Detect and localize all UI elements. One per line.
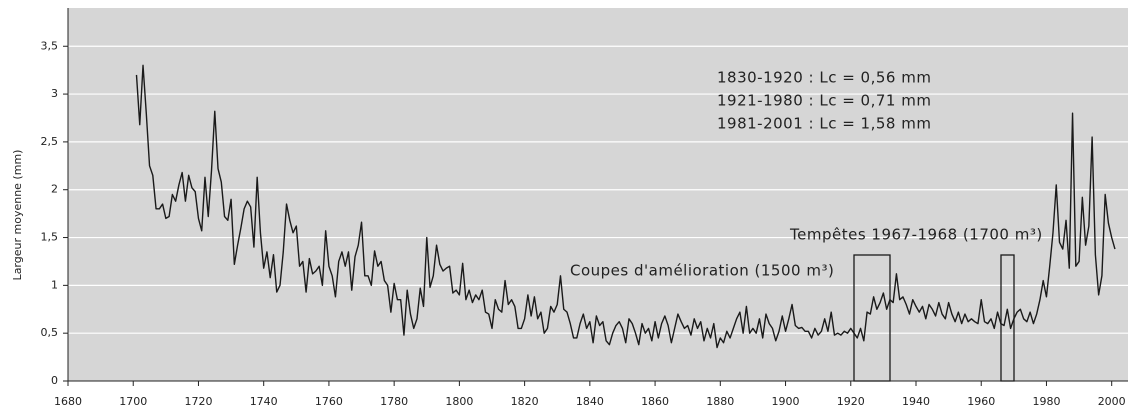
x-tick-label: 1720 (184, 395, 212, 408)
x-tick-label: 1760 (315, 395, 343, 408)
y-tick-label: 0,5 (41, 326, 59, 339)
x-tick-label: 1780 (380, 395, 408, 408)
x-tick-label: 1700 (119, 395, 147, 408)
x-tick-label: 1840 (576, 395, 604, 408)
y-tick-label: 3 (51, 87, 58, 100)
x-tick-label: 1900 (772, 395, 800, 408)
data-line (135, 64, 1116, 349)
y-tick-label: 2,5 (41, 135, 59, 148)
annotation: Coupes d'amélioration (1500 m³) (570, 262, 834, 280)
x-tick-label: 1920 (837, 395, 865, 408)
x-tick-label: 1980 (1032, 395, 1060, 408)
y-tick-label: 3,5 (41, 39, 59, 52)
x-tick-label: 1960 (967, 395, 995, 408)
x-tick-label: 1680 (54, 395, 82, 408)
x-tick-label: 1740 (250, 395, 278, 408)
y-tick-label: 0 (51, 374, 58, 387)
x-tick-label: 1800 (445, 395, 473, 408)
plot-background (68, 8, 1128, 381)
y-tick-label: 1 (51, 278, 58, 291)
x-tick-label: 1820 (511, 395, 539, 408)
y-tick-label: 1,5 (41, 231, 59, 244)
annotation: 1830-1920 : Lc = 0,56 mm (717, 69, 931, 87)
x-tick-label: 1860 (641, 395, 669, 408)
y-axis-label: Largeur moyenne (mm) (11, 150, 24, 281)
annotation: 1921-1980 : Lc = 0,71 mm (717, 92, 931, 110)
annotation: Tempêtes 1967-1968 (1700 m³) (789, 226, 1043, 244)
x-tick-label: 1940 (902, 395, 930, 408)
y-tick-label: 2 (51, 183, 58, 196)
annotation: 1981-2001 : Lc = 1,58 mm (717, 115, 931, 133)
x-tick-label: 1880 (706, 395, 734, 408)
x-tick-label: 2000 (1098, 395, 1126, 408)
